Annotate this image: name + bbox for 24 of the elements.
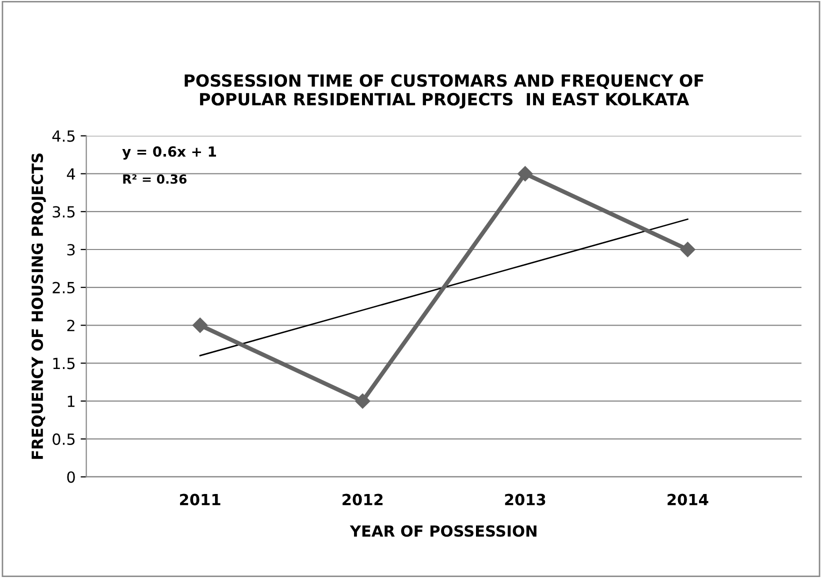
y-tick-label: 0.5 — [52, 433, 75, 445]
point — [192, 318, 208, 333]
chart-title: POSSESSION TIME OF CUSTOMARS AND FREQUENCY OF POPULAR RESIDENTIAL PROJECTS IN EAST KOLKATA — [184, 74, 704, 109]
line-series — [199, 218, 688, 356]
x-tick-label: 2013 — [505, 494, 546, 506]
y-tick-label: 4.5 — [52, 130, 75, 142]
y-tick-label: 4 — [66, 168, 76, 180]
annotation: y = 0.6x + 1 — [122, 146, 216, 160]
y-tick-label: 2 — [67, 320, 74, 332]
x-tick-label: 2014 — [668, 494, 708, 506]
y-tick-label: 0 — [67, 471, 75, 483]
annotation: R² = 0.36 — [123, 174, 187, 184]
y-tick-label: 2.5 — [52, 282, 75, 294]
point — [355, 394, 370, 409]
y-tick-label: 3.5 — [52, 206, 75, 218]
point — [518, 166, 533, 182]
y-tick-label: 3 — [67, 244, 75, 256]
x-tick-label: 2012 — [342, 494, 383, 506]
y-tick-label: 1.5 — [53, 358, 75, 370]
y-tick-label: 1 — [68, 396, 74, 407]
x-tick-label: 2011 — [180, 494, 220, 506]
x-axis-title: YEAR OF POSSESSION — [350, 525, 536, 537]
y-axis-title: FREQUENCY OF HOUSING PROJECTS — [32, 154, 46, 459]
point — [680, 242, 696, 258]
